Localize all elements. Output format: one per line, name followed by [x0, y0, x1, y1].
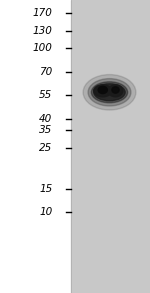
- Text: 100: 100: [33, 43, 52, 53]
- Ellipse shape: [91, 82, 128, 103]
- Text: 55: 55: [39, 90, 52, 100]
- Text: 15: 15: [39, 184, 52, 194]
- Text: 40: 40: [39, 114, 52, 124]
- Bar: [70, 0, 150, 293]
- Text: 70: 70: [39, 67, 52, 77]
- Text: 35: 35: [39, 125, 52, 135]
- Ellipse shape: [98, 86, 107, 93]
- Ellipse shape: [94, 85, 112, 97]
- Ellipse shape: [83, 74, 136, 110]
- Text: 130: 130: [33, 26, 52, 36]
- Ellipse shape: [88, 79, 131, 106]
- Text: 170: 170: [33, 8, 52, 18]
- Bar: [0, 0, 70, 293]
- Ellipse shape: [112, 87, 119, 93]
- Ellipse shape: [108, 85, 123, 97]
- Text: 25: 25: [39, 143, 52, 153]
- Text: 10: 10: [39, 207, 52, 217]
- Ellipse shape: [94, 84, 125, 101]
